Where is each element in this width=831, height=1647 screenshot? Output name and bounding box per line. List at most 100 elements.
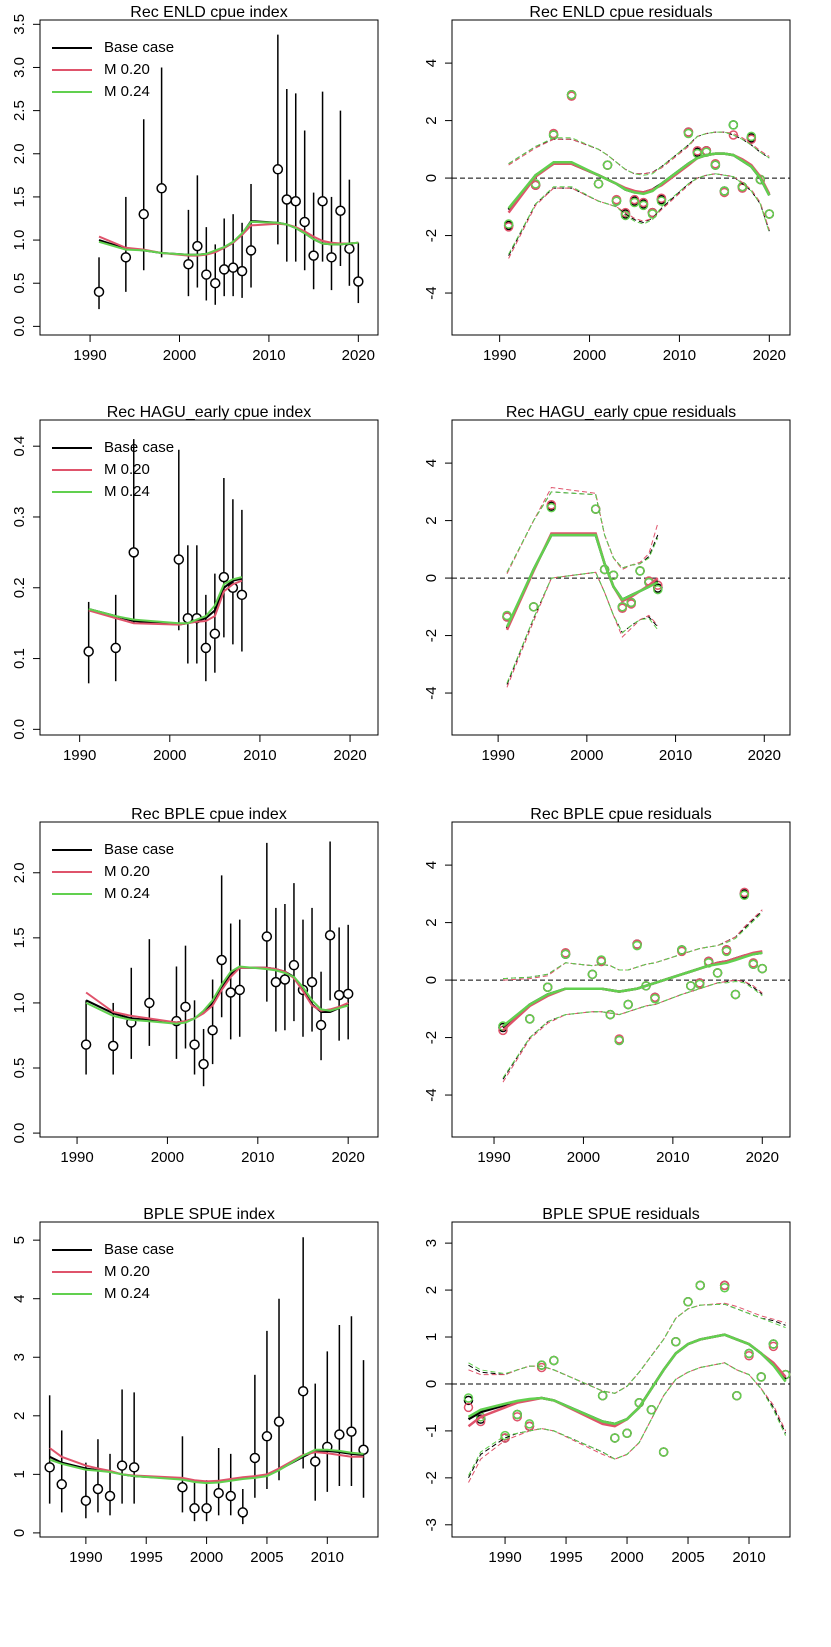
residual-point	[746, 131, 757, 142]
observed-point	[180, 1001, 191, 1013]
residual-point	[629, 194, 640, 205]
residual-point	[646, 1405, 657, 1415]
residual-point	[658, 1447, 669, 1457]
residual-point	[683, 128, 694, 139]
legend-label: Base case	[104, 439, 174, 456]
observed-point	[128, 547, 139, 558]
x-tick-label: 2000	[570, 747, 603, 764]
observed-point	[315, 1019, 327, 1031]
plot-frame	[451, 821, 791, 1138]
x-tick-label: 2010	[241, 1149, 274, 1166]
observed-point	[192, 240, 203, 252]
fit-lower	[502, 980, 763, 1079]
residual-point	[685, 981, 696, 991]
y-tick-label: 0.2	[11, 577, 28, 598]
y-tick-label: 0	[423, 1380, 440, 1388]
y-tick-label: 0.3	[11, 507, 28, 528]
legend-label: Base case	[104, 841, 174, 858]
y-tick-label: 3.5	[11, 14, 28, 35]
y-tick-label: -2	[423, 1471, 440, 1484]
y-tick-label: 1.5	[11, 186, 28, 207]
y-tick-label: 0.4	[11, 436, 28, 457]
observed-point	[213, 1487, 224, 1499]
observed-point	[270, 976, 282, 988]
observed-point	[249, 1452, 261, 1464]
residual-point	[617, 602, 628, 612]
y-tick-label: 0.1	[11, 648, 28, 669]
observed-point	[353, 276, 364, 287]
observed-point	[156, 183, 167, 194]
fit-line	[507, 152, 771, 210]
fit-line	[502, 951, 763, 1028]
residual-point	[626, 597, 636, 608]
residual-point	[728, 120, 739, 130]
legend-label: M 0.20	[104, 1263, 150, 1280]
chart-title: Rec HAGU_early cpue index	[107, 404, 312, 421]
y-tick-label: -2	[423, 229, 440, 242]
y-tick-label: 2.0	[11, 143, 28, 164]
residual-point	[748, 959, 759, 970]
observed-point	[56, 1479, 67, 1490]
x-tick-label: 1990	[481, 747, 514, 764]
x-tick-label: 2010	[732, 1549, 765, 1566]
y-tick-label: 0.5	[11, 273, 28, 294]
y-tick-label: 0	[11, 1529, 28, 1537]
observed-point	[261, 931, 273, 942]
residual-point	[635, 566, 645, 576]
residual-point	[739, 890, 750, 901]
residual-point	[593, 179, 604, 189]
observed-point	[324, 929, 336, 941]
x-tick-label: 2010	[659, 747, 692, 764]
observed-point	[207, 1025, 218, 1036]
residual-point	[695, 1280, 705, 1291]
residual-point	[719, 1282, 730, 1293]
observed-point	[335, 205, 346, 216]
y-tick-label: 2	[423, 116, 440, 124]
fit-lower	[506, 571, 659, 684]
residual-point	[757, 963, 768, 974]
legend-label: Base case	[104, 39, 174, 56]
fit-line	[467, 1333, 787, 1426]
observed-point	[189, 1039, 200, 1050]
residual-point	[590, 504, 601, 514]
residual-point	[546, 502, 557, 513]
fit-upper	[508, 131, 770, 176]
series-line	[85, 965, 349, 1025]
series-line	[88, 576, 243, 625]
fit-upper	[502, 912, 763, 980]
series-line	[49, 1449, 364, 1484]
chart-title: Rec BPLE cpue index	[131, 806, 287, 823]
y-tick-label: 2.5	[11, 100, 28, 121]
observed-point	[346, 1426, 357, 1437]
legend-label: M 0.24	[104, 885, 150, 902]
observed-point	[297, 1385, 309, 1397]
fit-upper	[506, 491, 659, 573]
residual-point	[638, 200, 649, 211]
observed-point	[236, 589, 248, 601]
observed-point	[128, 1462, 140, 1473]
observed-point	[201, 1503, 212, 1514]
x-tick-label: 1990	[477, 1149, 510, 1166]
y-tick-label: 1	[11, 1470, 28, 1478]
y-tick-label: 3	[423, 1239, 440, 1247]
y-tick-label: -4	[423, 286, 440, 299]
residual-point	[730, 989, 741, 1000]
residual-point	[671, 1336, 681, 1347]
y-tick-label: 0.5	[11, 1058, 28, 1079]
y-tick-label: -1	[423, 1424, 440, 1437]
observed-point	[225, 1490, 236, 1502]
legend-label: M 0.24	[104, 83, 150, 100]
residual-point	[566, 89, 577, 100]
residual-point	[587, 969, 598, 980]
residual-point	[650, 994, 660, 1004]
y-tick-label: -4	[423, 1088, 440, 1101]
observed-point	[317, 195, 328, 207]
observed-point	[107, 1040, 119, 1052]
x-tick-label: 2020	[331, 1149, 364, 1166]
residual-point	[692, 146, 703, 156]
residual-point	[764, 209, 775, 219]
observed-point	[299, 216, 310, 228]
observed-point	[104, 1490, 116, 1502]
chart-title: BPLE SPUE index	[143, 1206, 275, 1223]
residual-point	[536, 1360, 547, 1370]
